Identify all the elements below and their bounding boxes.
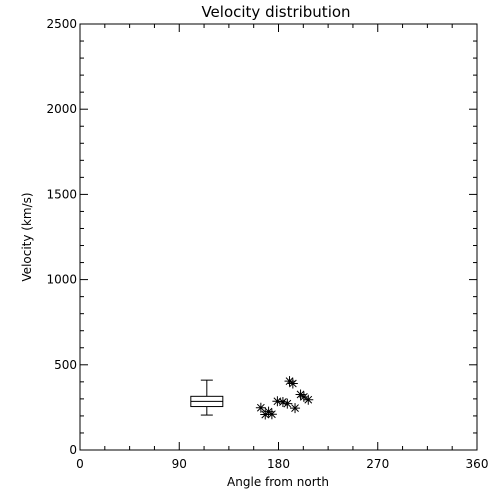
- plot-frame: [79, 23, 478, 451]
- data-points: [255, 376, 314, 420]
- data-point: [277, 396, 288, 407]
- y-tick-label: 2000: [46, 102, 77, 116]
- data-point: [303, 394, 314, 405]
- y-tick-label: 1500: [46, 187, 77, 201]
- data-point: [255, 402, 266, 413]
- data-point: [290, 403, 301, 414]
- chart-title: Velocity distribution: [201, 3, 350, 21]
- boxplot: [190, 379, 224, 416]
- data-point: [295, 389, 306, 400]
- x-tick-label: 180: [267, 457, 290, 471]
- data-point: [284, 376, 295, 387]
- x-axis-label: Angle from north: [227, 475, 329, 489]
- y-tick-label: 1000: [46, 273, 77, 287]
- data-point: [287, 378, 298, 389]
- x-tick-label: 0: [76, 457, 84, 471]
- x-tick-label: 90: [172, 457, 187, 471]
- data-point: [263, 406, 274, 417]
- x-tick-label: 270: [366, 457, 389, 471]
- data-point: [266, 409, 277, 420]
- y-tick-label: 0: [69, 443, 77, 457]
- data-point: [272, 396, 283, 407]
- data-point: [282, 398, 293, 409]
- y-tick-label: 2500: [46, 17, 77, 31]
- x-tick-label: 360: [466, 457, 489, 471]
- axes-layer: 0 90 180 270 360 0 500 1000 1500 2000 2500: [46, 17, 488, 471]
- y-axis-label: Velocity (km/s): [20, 192, 34, 281]
- data-point: [298, 391, 309, 402]
- y-tick-label: 500: [54, 358, 77, 372]
